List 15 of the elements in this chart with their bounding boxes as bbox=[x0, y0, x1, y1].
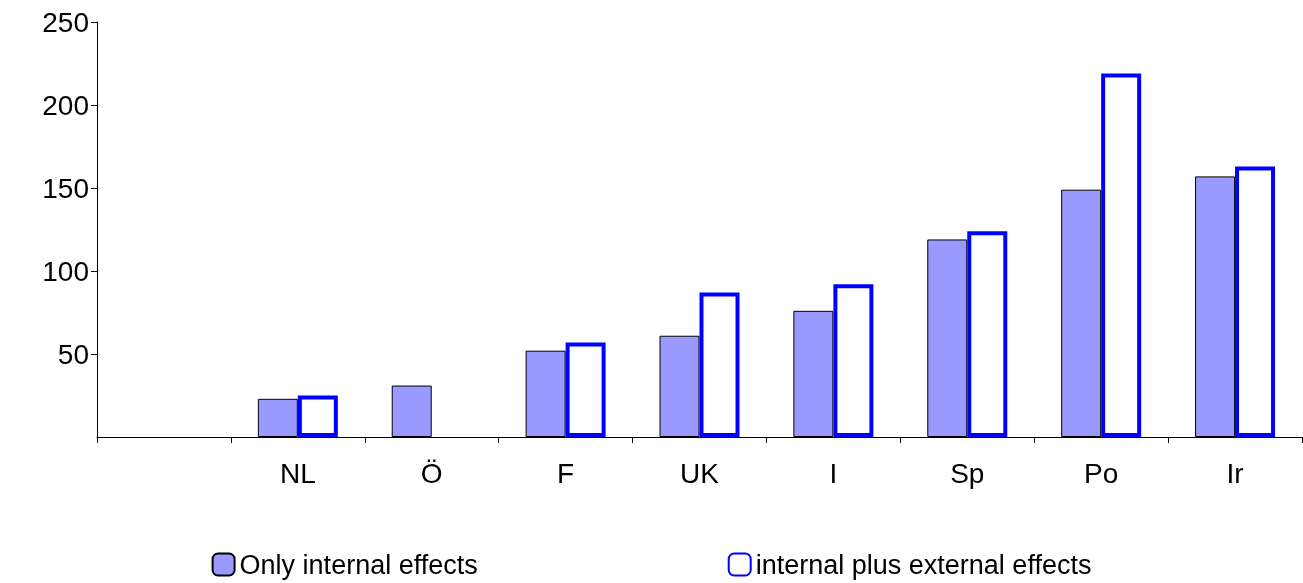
x-tick-label: Sp bbox=[950, 457, 985, 489]
x-tick-label: Po bbox=[1084, 457, 1119, 489]
x-tick-label: F bbox=[557, 457, 575, 489]
y-tick-label: 100 bbox=[42, 255, 89, 287]
x-tick-label: Ir bbox=[1226, 457, 1244, 489]
y-tick-label: 50 bbox=[57, 338, 89, 370]
x-tick-label: Ö bbox=[420, 457, 443, 489]
y-tick-label: 150 bbox=[42, 172, 89, 204]
x-tick-label: I bbox=[829, 457, 838, 489]
x-tick-label: NL bbox=[279, 457, 316, 489]
legend-label: internal plus external effects bbox=[755, 549, 1092, 580]
y-tick-label: 250 bbox=[42, 6, 89, 38]
legend-label: Only internal effects bbox=[239, 549, 478, 580]
y-tick-label: 200 bbox=[42, 89, 89, 121]
x-tick-label: UK bbox=[680, 457, 720, 489]
